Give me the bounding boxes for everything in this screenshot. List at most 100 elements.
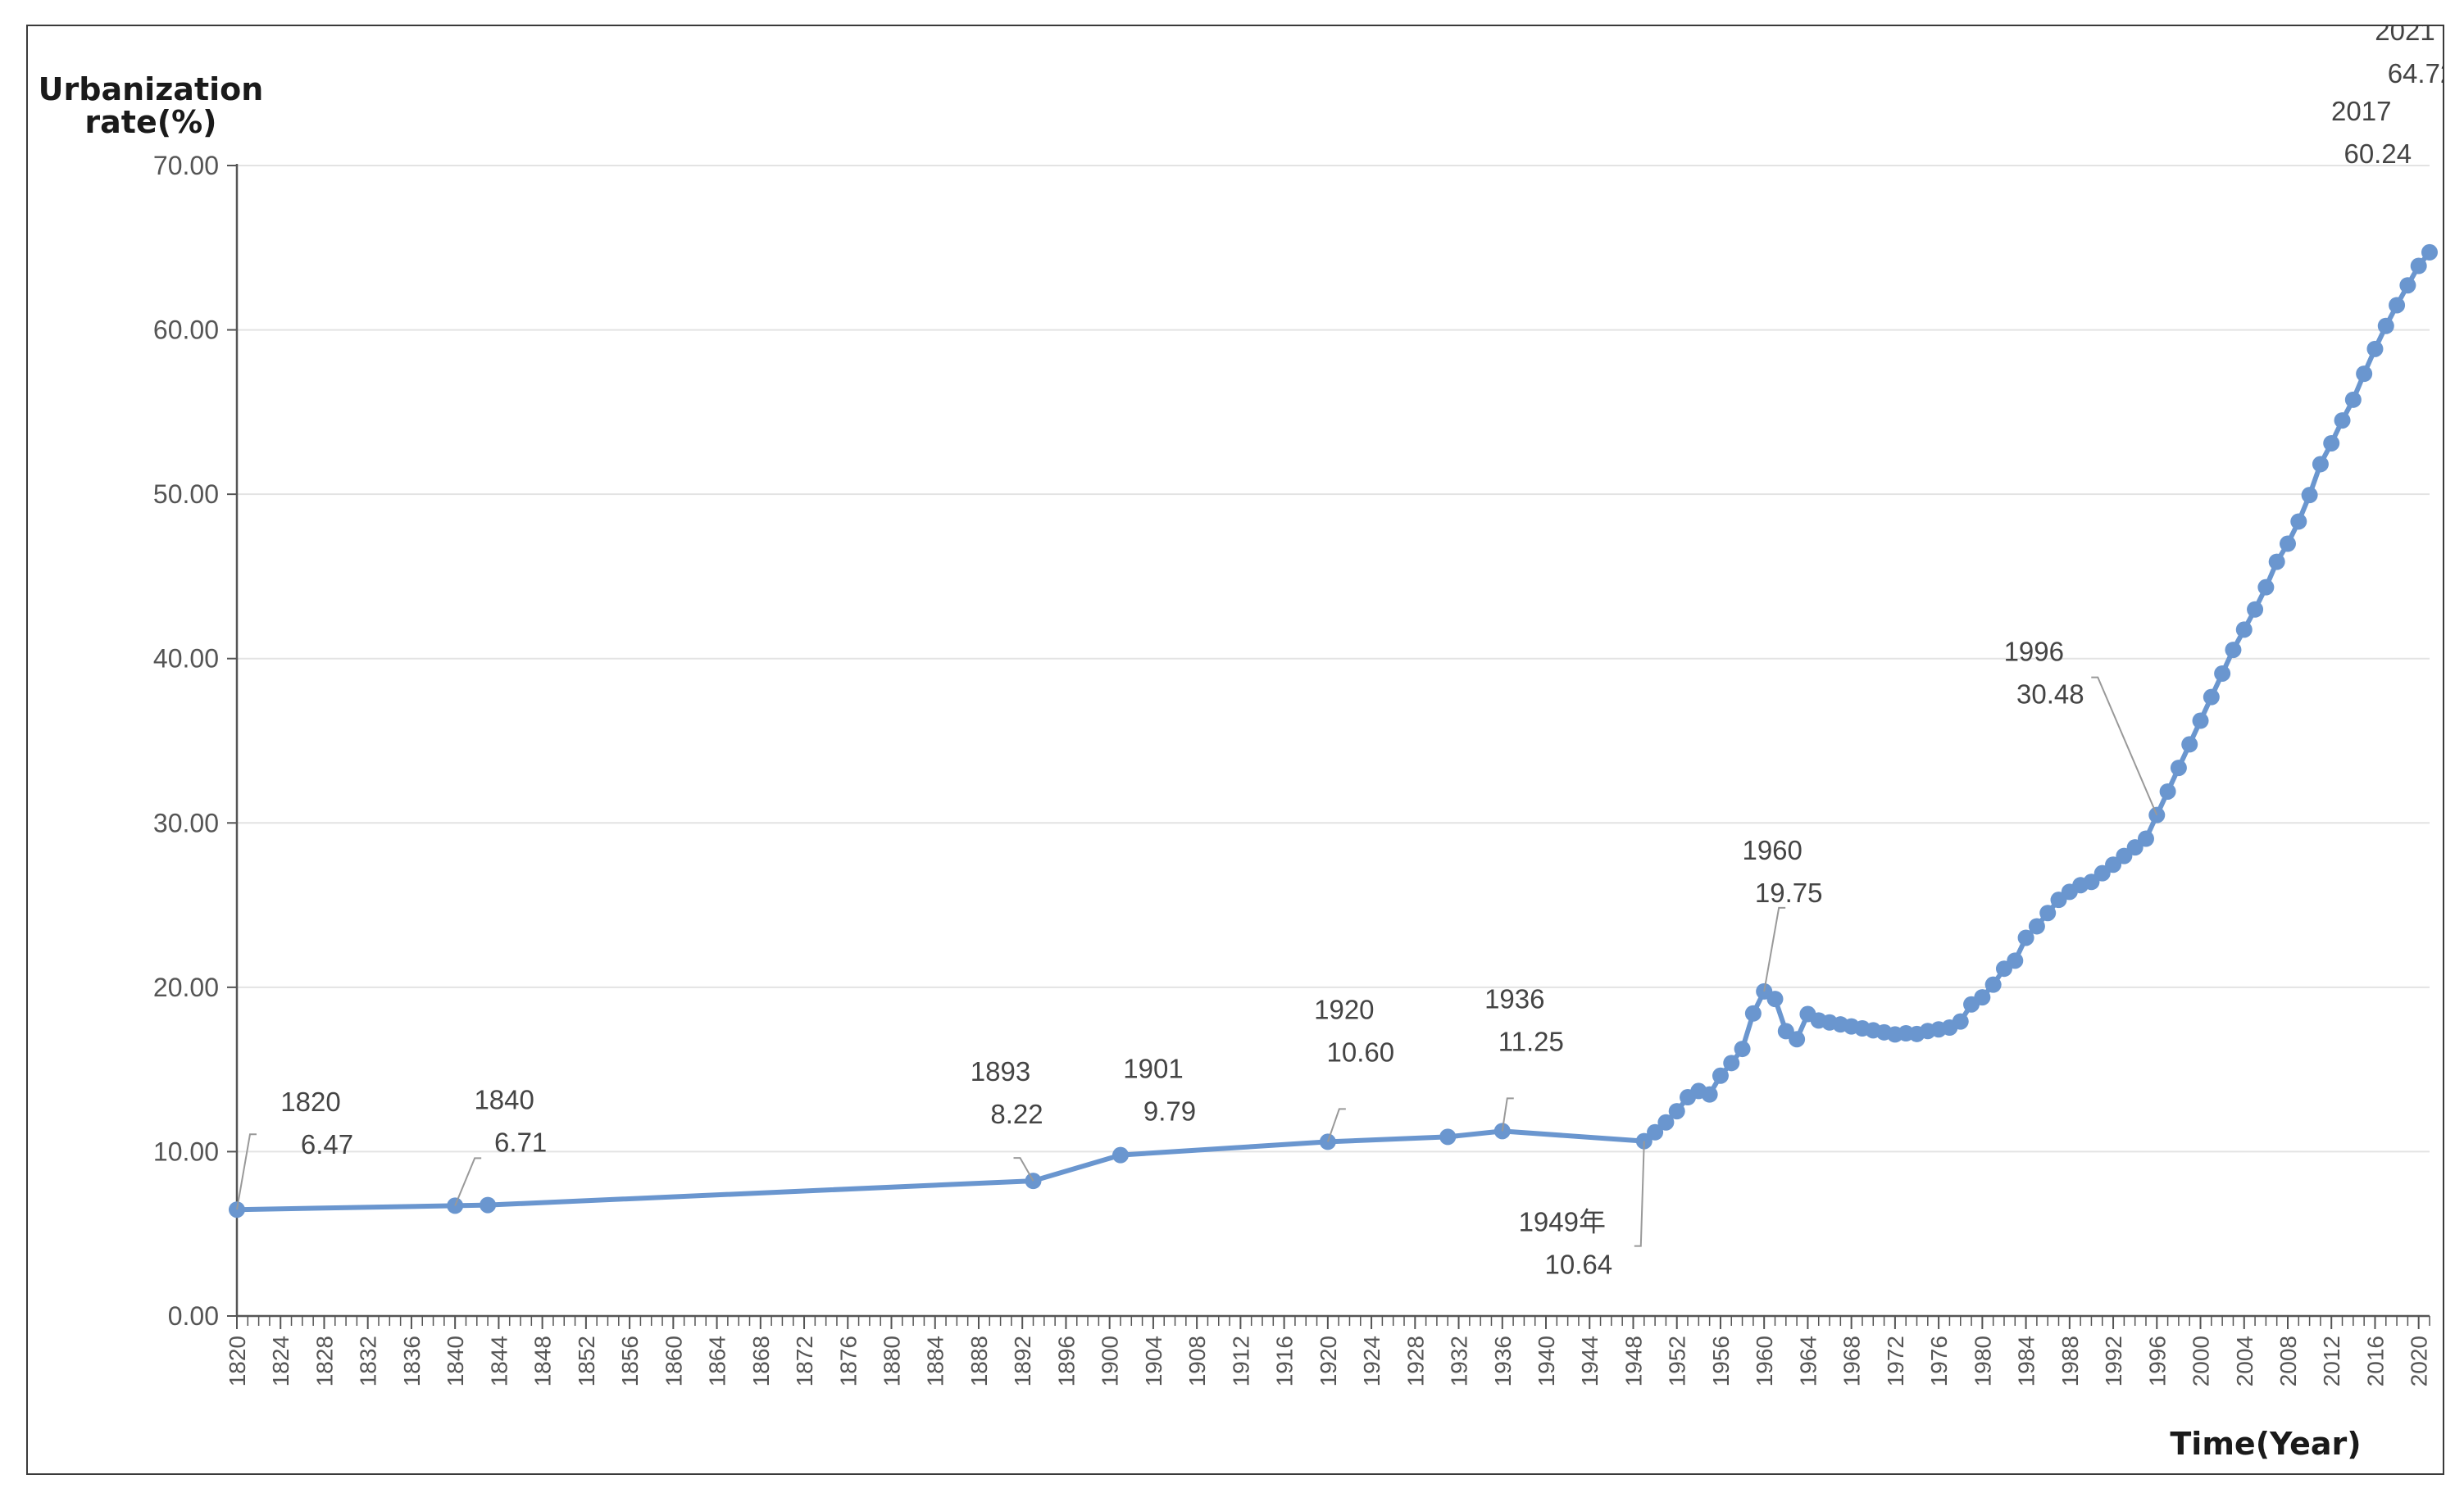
x-tick-label: 1848 — [530, 1336, 556, 1386]
x-tick-label: 1992 — [2101, 1336, 2126, 1386]
annotation-value: 19.75 — [1755, 878, 1823, 908]
x-tick-label: 1944 — [1577, 1336, 1603, 1386]
annotation-value: 10.60 — [1327, 1037, 1395, 1067]
data-point — [2247, 601, 2264, 618]
data-point — [1723, 1055, 1740, 1072]
annotation-leader — [1634, 1141, 1645, 1247]
data-point — [2389, 297, 2406, 314]
annotation-value: 10.64 — [1544, 1250, 1612, 1280]
y-tick-label: 50.00 — [153, 479, 219, 509]
annotation-leader — [1501, 1097, 1514, 1132]
y-tick-label: 40.00 — [153, 644, 219, 674]
x-tick-label: 2008 — [2275, 1336, 2301, 1386]
data-point — [1712, 1067, 1729, 1084]
y-tick-label: 70.00 — [153, 151, 219, 180]
series-layer — [229, 243, 2438, 1218]
y-tick-label: 10.00 — [153, 1137, 219, 1166]
x-tick-label: 2016 — [2362, 1336, 2388, 1386]
annotation-value: 30.48 — [2016, 679, 2084, 710]
annotation-leader — [454, 1157, 482, 1206]
x-tick-label: 2012 — [2319, 1336, 2344, 1386]
annotation-value: 6.47 — [301, 1129, 353, 1159]
data-point — [2279, 535, 2296, 552]
x-tick-label: 1928 — [1402, 1336, 1428, 1386]
data-point — [1766, 991, 1784, 1008]
data-point — [2137, 830, 2154, 847]
x-axis-title: Time(Year) — [2170, 1426, 2361, 1462]
x-tick-label: 1864 — [705, 1336, 730, 1386]
annotation-leader — [1326, 1108, 1346, 1142]
annotation-year: 1840 — [474, 1084, 534, 1114]
annotation-value: 6.71 — [494, 1127, 547, 1157]
x-tick-label: 1892 — [1010, 1336, 1035, 1386]
annotation-year: 1893 — [971, 1056, 1030, 1087]
y-axis-title-line1: Urbanization — [39, 71, 264, 107]
x-tick-label: 1900 — [1098, 1336, 1123, 1386]
x-tick-label: 2004 — [2232, 1336, 2257, 1386]
y-tick-label: 60.00 — [153, 315, 219, 345]
x-tick-label: 1844 — [486, 1336, 511, 1386]
x-tick-label: 1984 — [2014, 1336, 2039, 1386]
data-point — [2257, 579, 2275, 596]
data-point — [1112, 1146, 1129, 1164]
data-point — [2170, 760, 2187, 777]
data-point — [2268, 553, 2285, 570]
x-tick-label: 1968 — [1839, 1336, 1865, 1386]
y-tick-label: 30.00 — [153, 808, 219, 837]
data-point — [2323, 434, 2340, 452]
annotation-value: 60.24 — [2344, 138, 2412, 169]
x-tick-label: 1960 — [1752, 1336, 1777, 1386]
data-point — [2225, 642, 2242, 659]
annotation-year: 1901 — [1123, 1054, 1183, 1084]
x-tick-label: 1932 — [1447, 1336, 1472, 1386]
x-tick-label: 1976 — [1926, 1336, 1952, 1386]
data-point — [2366, 340, 2384, 357]
data-point — [2083, 874, 2100, 891]
data-point — [1744, 1005, 1762, 1022]
data-point — [1952, 1013, 1969, 1030]
data-point — [1439, 1128, 1457, 1146]
x-tick-label: 1980 — [1970, 1336, 1995, 1386]
y-tick-label: 0.00 — [168, 1301, 219, 1331]
annotation-year: 1949年 — [1519, 1207, 1606, 1237]
x-tick-label: 1884 — [923, 1336, 948, 1386]
x-tick-label: 1972 — [1883, 1336, 1908, 1386]
x-tick-label: 1880 — [880, 1336, 905, 1386]
x-tick-label: 1860 — [661, 1336, 686, 1386]
x-tick-label: 1876 — [835, 1336, 861, 1386]
annotation-year: 2021 — [2375, 26, 2434, 46]
x-tick-label: 1872 — [792, 1336, 817, 1386]
annotation-year: 1960 — [1742, 835, 1802, 865]
data-point — [1974, 989, 1991, 1006]
data-point — [1984, 976, 2002, 993]
chart-frame: 0.00 10.00 20.00 30.00 40.00 50.00 60.00 70.00 1… — [26, 25, 2444, 1475]
data-point — [2399, 277, 2416, 294]
data-point — [2356, 365, 2373, 383]
annotation-year: 1936 — [1484, 983, 1544, 1014]
annotation-year: 1820 — [280, 1087, 340, 1117]
y-tick-label: 20.00 — [153, 973, 219, 1002]
annotation-value: 9.79 — [1143, 1096, 1196, 1127]
x-tick-label: 1824 — [268, 1336, 293, 1386]
annotation-value: 8.22 — [990, 1099, 1043, 1129]
data-point — [2028, 918, 2045, 935]
x-tick-label: 1908 — [1184, 1336, 1210, 1386]
data-point — [2301, 487, 2318, 504]
annotation-year: 1920 — [1314, 994, 1374, 1024]
annotation-year: 1996 — [2004, 637, 2064, 667]
data-point — [1789, 1031, 1806, 1048]
x-tick-label: 1964 — [1795, 1336, 1821, 1386]
x-tick-label: 1948 — [1621, 1336, 1646, 1386]
x-tick-label: 1940 — [1534, 1336, 1559, 1386]
x-tick-label: 1956 — [1708, 1336, 1734, 1386]
x-tick-label: 1924 — [1359, 1336, 1384, 1386]
annotation-year: 2017 — [2331, 96, 2391, 126]
x-tick-label: 1832 — [356, 1336, 381, 1386]
data-point — [2377, 317, 2394, 334]
data-point — [2290, 513, 2307, 530]
x-tick-label: 1856 — [617, 1336, 643, 1386]
annotation-leader — [1013, 1157, 1034, 1182]
data-point — [2192, 712, 2209, 729]
annotation-leader — [2091, 676, 2158, 816]
x-tick-label: 1868 — [748, 1336, 774, 1386]
